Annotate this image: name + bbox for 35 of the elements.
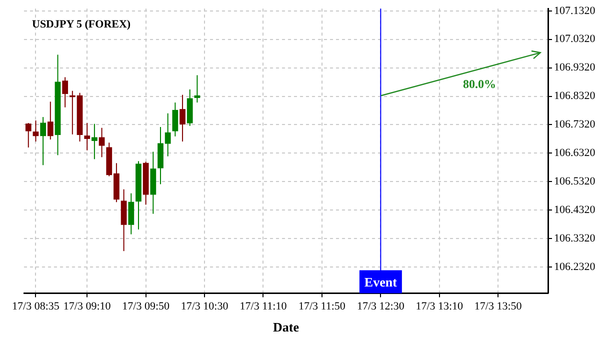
y-tick-label: 106.5320 <box>554 176 596 188</box>
candlestick <box>84 122 90 151</box>
candlestick <box>180 94 186 142</box>
annotation: 80.0% <box>462 76 496 91</box>
y-tick-label: 106.9320 <box>554 62 596 74</box>
candlestick <box>128 192 134 235</box>
y-tick-label: 106.4320 <box>554 204 596 216</box>
candlestick <box>62 76 68 108</box>
y-tick-label: 106.7320 <box>554 118 596 131</box>
candlestick <box>98 127 105 158</box>
x-tick-label: 17/3 09:50 <box>122 300 170 313</box>
x-tick-label: 17/3 10:30 <box>180 300 229 313</box>
candlestick <box>47 101 54 140</box>
x-tick-label: 17/3 11:10 <box>240 300 288 313</box>
x-tick-label: 17/3 13:10 <box>416 300 464 313</box>
candlestick <box>92 123 98 160</box>
text: USDJPY 5 (FOREX) <box>32 18 131 30</box>
x-axis-title: Date <box>273 320 300 335</box>
x-tick-label: 17/3 08:35 <box>12 300 60 313</box>
y-tick-label: 107.0320 <box>554 33 596 46</box>
x-tick-label: 17/3 12:30 <box>356 300 405 313</box>
candlestick <box>40 116 46 166</box>
y-tick-label: 106.8320 <box>554 90 596 102</box>
x-tick-label: 17/3 11:50 <box>298 300 346 313</box>
x-tick-label: 17/3 09:10 <box>63 300 112 313</box>
y-tick-label: 107.1320 <box>554 4 596 17</box>
ref-line-label: Event <box>364 274 398 290</box>
x-tick-label: 17/3 13:50 <box>474 300 522 313</box>
candlestick <box>194 74 200 104</box>
candlestick <box>32 120 39 142</box>
y-tick-label: 106.2320 <box>554 260 596 273</box>
candlestick <box>25 122 32 148</box>
y-tick-label: 106.6320 <box>554 147 596 160</box>
candlestick <box>172 102 178 137</box>
y-tick-label: 106.3320 <box>554 232 596 244</box>
